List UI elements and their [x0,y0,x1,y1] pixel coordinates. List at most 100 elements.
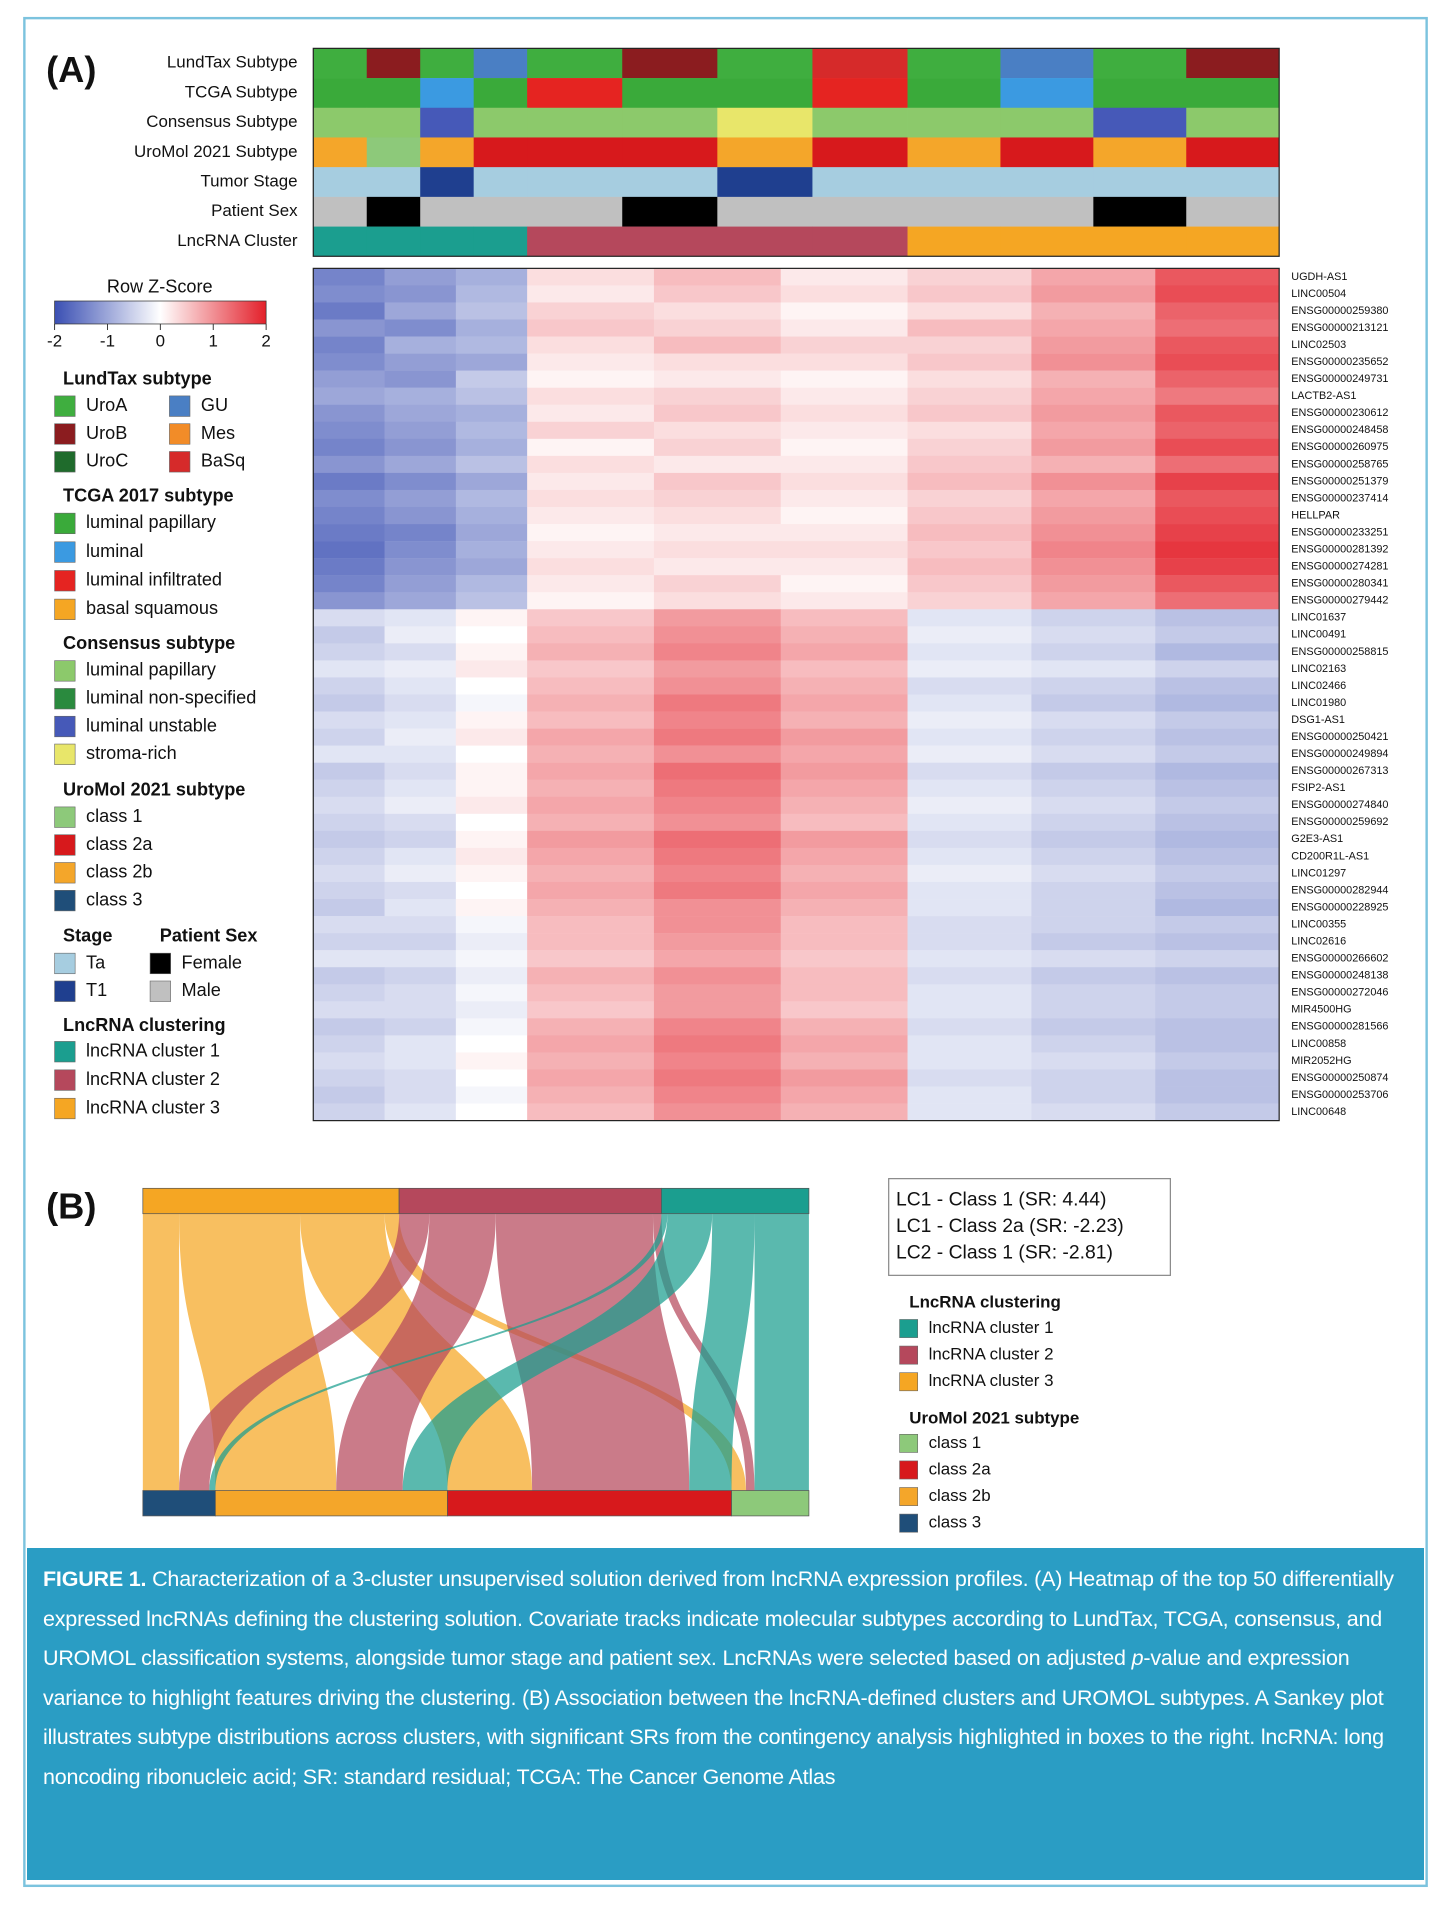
heatmap-cell [1031,1001,1156,1019]
track-cell [366,107,421,138]
heatmap-cell [1155,336,1280,354]
heatmap-cell [384,285,457,303]
legend-title: Consensus subtype [63,633,235,653]
sankey-node-top [142,1187,400,1215]
row-label: DSG1-AS1 [1291,714,1345,726]
heatmap-cell [1155,626,1280,644]
legend-swatch [54,598,76,620]
legend-swatch [54,890,76,912]
heatmap-cell [907,830,1032,849]
track-cell [420,137,475,168]
heatmap-cell [780,643,908,661]
track-cell [527,137,623,168]
heatmap-cell [313,285,385,303]
track-cell [313,196,368,227]
heatmap-cell [527,1086,655,1104]
colorbar-tick-label: 1 [209,332,218,351]
heatmap-cell [384,779,457,798]
heatmap-cell [780,830,908,849]
heatmap-cell [907,524,1032,542]
heatmap-cell [527,762,655,780]
row-label: ENSG00000259380 [1291,305,1388,317]
heatmap-cell [1155,984,1280,1002]
track-cell [1093,196,1187,227]
row-label: ENSG00000251379 [1291,475,1388,487]
colorbar-tick-label: 2 [261,332,270,351]
track-cell [1000,137,1094,168]
heatmap-cell [653,677,782,695]
heatmap-cell [313,847,385,866]
row-label: LINC00648 [1291,1106,1346,1118]
heatmap-cell [1031,1052,1156,1070]
heatmap-cell [527,472,655,491]
heatmap-cell [653,336,782,354]
heatmap-cell [780,916,908,934]
figure-frame [23,16,1428,1888]
track-cell [527,48,623,79]
heatmap-cell [653,728,782,746]
heatmap-cell [653,404,782,423]
heatmap-cell [1155,1035,1280,1053]
heatmap-cell [1155,489,1280,508]
heatmap-cell [313,1035,385,1053]
legend-label: T1 [86,980,107,1000]
sankey-node-bottom [447,1490,732,1517]
heatmap-cell [1031,711,1156,729]
track-cell [1093,48,1187,79]
legend-label: class 2a [929,1459,992,1478]
heatmap-cell [780,285,908,303]
heatmap-cell [1031,967,1156,985]
heatmap-cell [907,370,1032,388]
heatmap-cell [455,268,528,286]
legend-swatch [899,1434,919,1453]
heatmap-cell [1155,779,1280,798]
heatmap-cell [1031,472,1156,491]
heatmap-cell [313,626,385,644]
track-frame [312,47,1280,257]
legend-swatch [54,1041,76,1063]
heatmap-cell [527,984,655,1002]
heatmap-cell [455,864,528,883]
heatmap-cell [1155,745,1280,763]
track-cell [1186,196,1280,227]
heatmap-cell [313,268,385,286]
heatmap-cell [1031,370,1156,388]
heatmap-cell [455,847,528,866]
heatmap-cell [907,864,1032,883]
heatmap-cell [1031,302,1156,320]
legend-label: UroA [86,395,128,415]
heatmap-cell [384,575,457,593]
heatmap-cell [1155,370,1280,388]
legend-swatch [899,1319,919,1338]
heatmap-cell [1155,1052,1280,1070]
heatmap-cell [780,1069,908,1087]
row-label: ENSG00000274281 [1291,561,1388,573]
track-cell [1093,107,1187,138]
sankey-flow [754,1213,809,1491]
heatmap-cell [780,847,908,866]
heatmap-cell [907,1018,1032,1036]
heatmap-cell [384,1001,457,1019]
row-label: ENSG00000279442 [1291,595,1388,607]
heatmap-cell [1155,404,1280,423]
heatmap-cell [907,694,1032,712]
colorbar-tick-label: 0 [156,332,165,351]
heatmap-cell [313,1018,385,1036]
heatmap-cell [780,319,908,337]
caption-text: -value and expression variance to highli… [43,1646,1384,1789]
heatmap-cell [907,1086,1032,1104]
heatmap-cell [313,950,385,968]
colorbar-tick-label: -1 [100,332,115,351]
heatmap-cell [313,575,385,593]
heatmap-cell [384,353,457,371]
heatmap-cell [384,728,457,746]
heatmap-cell [384,1035,457,1053]
heatmap-cell [1031,558,1156,576]
heatmap-cell [1155,455,1280,474]
heatmap-cell [1031,336,1156,354]
track-cell [1186,48,1280,79]
heatmap-cell [384,489,457,508]
heatmap-cell [653,864,782,883]
heatmap-cell [1031,864,1156,883]
